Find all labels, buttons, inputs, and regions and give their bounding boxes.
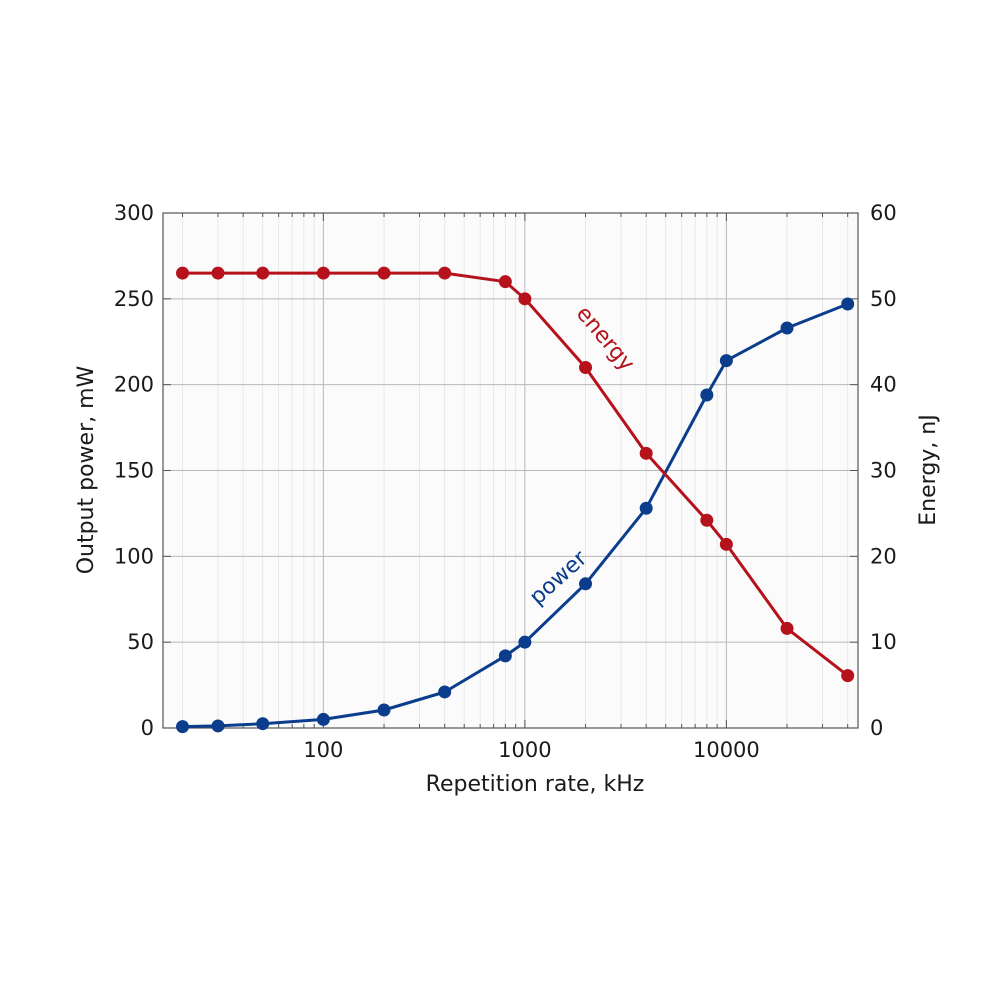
- energy-point: [518, 292, 532, 306]
- energy-point: [719, 537, 733, 551]
- x-tick-label: 10000: [693, 738, 760, 762]
- energy-point: [211, 266, 225, 280]
- power-point: [176, 720, 190, 734]
- y2-tick-label: 50: [870, 287, 897, 311]
- energy-point: [256, 266, 270, 280]
- energy-point: [579, 361, 593, 374]
- energy-point: [438, 266, 452, 280]
- energy-point: [780, 621, 794, 635]
- power-point: [719, 354, 733, 368]
- y-tick-label: 100: [114, 544, 154, 568]
- power-point: [498, 649, 512, 663]
- y-tick-label: 150: [114, 459, 154, 483]
- energy-point: [377, 266, 391, 280]
- energy-point: [316, 266, 330, 280]
- power-point: [316, 712, 330, 726]
- power-point: [518, 635, 532, 649]
- series-layer: [176, 266, 855, 734]
- y2-tick-label: 10: [870, 630, 897, 654]
- y-tick-label: 300: [114, 201, 154, 225]
- power-point: [211, 719, 225, 733]
- y-axis-title: Output power, mW: [74, 365, 99, 574]
- energy-point: [700, 513, 714, 527]
- energy-point: [176, 266, 190, 280]
- y2-tick-label: 30: [870, 459, 897, 483]
- y2-tick-label: 20: [870, 544, 897, 568]
- energy-point: [498, 275, 512, 289]
- power-point: [256, 717, 270, 731]
- x-axis-title: Repetition rate, kHz: [426, 772, 645, 797]
- energy-point: [841, 669, 855, 683]
- y-tick-label: 0: [141, 716, 154, 740]
- y2-tick-label: 40: [870, 373, 897, 397]
- power-point: [639, 501, 653, 515]
- y-tick-label: 200: [114, 373, 154, 397]
- power-point: [700, 388, 714, 402]
- energy-point: [639, 446, 653, 460]
- x-tick-label: 1000: [498, 738, 551, 762]
- y2-tick-label: 0: [870, 716, 883, 740]
- tick-labels: 100 1000 10000 0 50 100 150 200 250 300 0 10 20 30 40 5…: [114, 201, 897, 762]
- y2-tick-label: 60: [870, 201, 897, 225]
- power-line: [181, 302, 850, 729]
- power-point: [579, 577, 593, 591]
- power-point: [841, 297, 855, 311]
- power-point: [438, 685, 452, 699]
- power-point: [377, 703, 391, 717]
- power-point: [780, 321, 794, 335]
- y-tick-label: 50: [127, 630, 154, 654]
- plot-frame: [162, 212, 859, 729]
- y2-axis-title: Energy, nJ: [916, 414, 941, 525]
- y-tick-label: 250: [114, 287, 154, 311]
- x-tick-label: 100: [303, 738, 343, 762]
